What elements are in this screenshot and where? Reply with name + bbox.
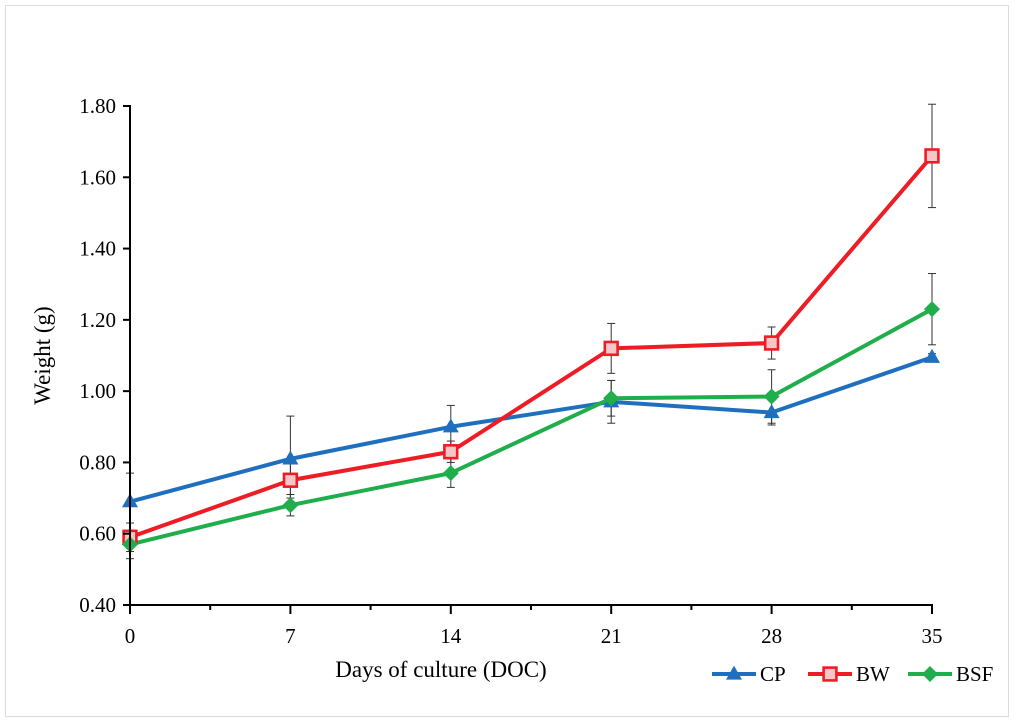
data-markers bbox=[122, 148, 940, 553]
y-tick-label: 0.80 bbox=[79, 450, 116, 474]
legend-marker-bw bbox=[822, 666, 838, 682]
data-point-bsf bbox=[282, 497, 299, 514]
legend-marker-cp bbox=[726, 665, 742, 680]
error-bars bbox=[126, 103, 936, 560]
series-line-bsf bbox=[129, 307, 933, 547]
y-tick-label: 1.40 bbox=[79, 237, 116, 261]
data-point-bsf bbox=[924, 301, 940, 318]
x-tick-label: 7 bbox=[285, 624, 296, 648]
data-point-bw bbox=[763, 335, 780, 351]
legend-label-bsf: BSF bbox=[956, 662, 993, 686]
data-point-cp bbox=[282, 450, 299, 465]
data-point-bw bbox=[443, 444, 459, 460]
chart-frame bbox=[5, 5, 1009, 717]
axes bbox=[129, 105, 933, 606]
y-tick-label: 1.60 bbox=[79, 165, 116, 189]
x-tick-label: 21 bbox=[601, 624, 622, 648]
series-lines bbox=[129, 154, 934, 547]
data-point-cp bbox=[763, 404, 780, 419]
data-point-bsf bbox=[763, 388, 780, 405]
legend-label-cp: CP bbox=[760, 662, 786, 686]
data-point-bw bbox=[924, 148, 940, 164]
y-tick-label: 1.00 bbox=[79, 379, 116, 403]
legend: CP BW BSF bbox=[712, 662, 993, 686]
y-tick-label: 1.20 bbox=[79, 308, 116, 332]
y-axis-title: Weight (g) bbox=[30, 306, 55, 404]
x-axis-title: Days of culture (DOC) bbox=[335, 657, 546, 682]
data-point-bw bbox=[603, 340, 619, 357]
data-point-cp bbox=[924, 348, 940, 363]
x-tick-label: 28 bbox=[761, 624, 782, 648]
y-tick-label: 0.40 bbox=[79, 593, 116, 617]
series-line-bw bbox=[129, 154, 934, 540]
x-tick-label: 35 bbox=[922, 624, 943, 648]
y-tick-label: 1.80 bbox=[79, 94, 116, 118]
data-point-cp bbox=[442, 418, 459, 433]
x-tick-label: 0 bbox=[125, 624, 136, 648]
x-ticks: 0 7 14 21 28 35 bbox=[125, 605, 943, 648]
data-point-bw bbox=[282, 472, 299, 488]
x-tick-label: 14 bbox=[440, 624, 462, 648]
legend-marker-bsf bbox=[922, 666, 938, 682]
y-ticks: 0.40 0.60 0.80 1.00 1.20 1.40 1.60 1.80 bbox=[79, 94, 130, 617]
data-point-bsf bbox=[442, 465, 459, 482]
data-point-bsf bbox=[603, 390, 620, 407]
legend-label-bw: BW bbox=[856, 662, 890, 686]
series-line-cp bbox=[129, 355, 933, 504]
y-tick-label: 0.60 bbox=[79, 522, 116, 546]
